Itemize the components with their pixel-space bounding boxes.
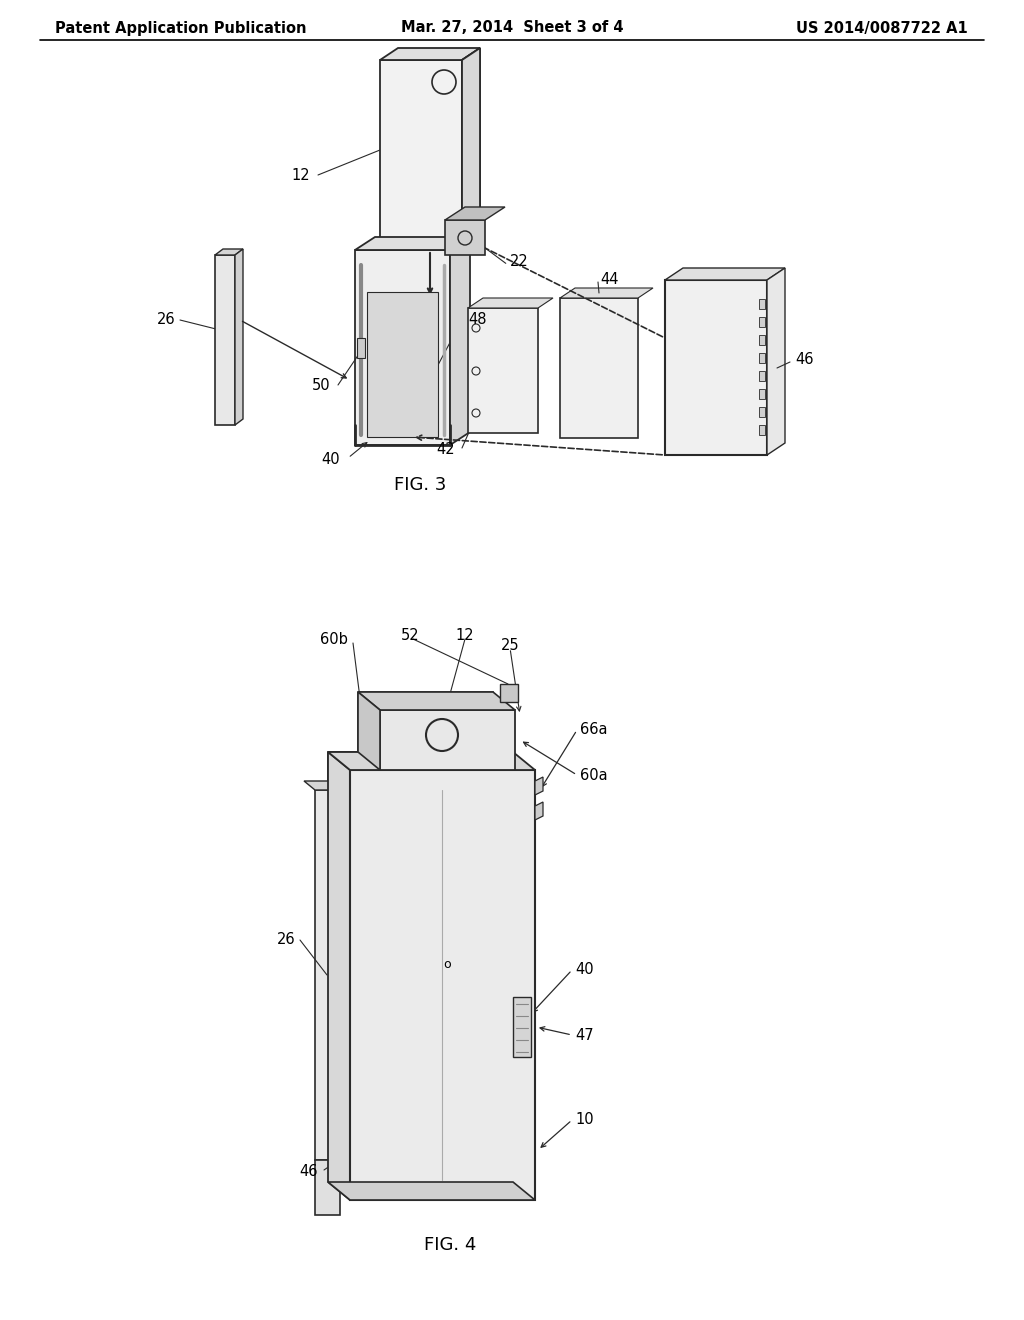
Polygon shape	[445, 220, 485, 255]
Text: FIG. 4: FIG. 4	[424, 1236, 476, 1254]
Polygon shape	[759, 300, 765, 309]
Polygon shape	[759, 389, 765, 399]
Polygon shape	[358, 692, 493, 752]
Text: 42: 42	[436, 442, 455, 458]
Text: 46: 46	[299, 1164, 318, 1180]
Polygon shape	[535, 777, 543, 795]
Polygon shape	[315, 1160, 340, 1214]
Text: 12: 12	[456, 627, 474, 643]
Polygon shape	[328, 752, 535, 770]
Text: 44: 44	[600, 272, 618, 288]
Text: 50: 50	[311, 378, 330, 392]
Text: 26: 26	[276, 932, 295, 948]
Polygon shape	[462, 48, 480, 240]
Text: 40: 40	[575, 962, 594, 978]
Polygon shape	[665, 268, 785, 280]
Text: 26: 26	[157, 313, 175, 327]
Polygon shape	[355, 249, 450, 445]
Text: 22: 22	[510, 255, 528, 269]
Polygon shape	[367, 292, 438, 437]
Polygon shape	[380, 59, 462, 240]
Polygon shape	[380, 48, 480, 59]
Polygon shape	[215, 255, 234, 425]
Polygon shape	[468, 308, 538, 433]
Polygon shape	[357, 338, 365, 358]
Polygon shape	[759, 352, 765, 363]
Text: 25: 25	[501, 638, 519, 652]
Polygon shape	[315, 789, 340, 1160]
Polygon shape	[380, 710, 515, 770]
Polygon shape	[767, 268, 785, 455]
Polygon shape	[759, 371, 765, 381]
Polygon shape	[450, 238, 470, 445]
Text: 60a: 60a	[580, 767, 607, 783]
Text: US 2014/0087722 A1: US 2014/0087722 A1	[797, 21, 968, 36]
Polygon shape	[462, 48, 480, 240]
Polygon shape	[215, 249, 243, 255]
Text: FIG. 3: FIG. 3	[394, 477, 446, 494]
Polygon shape	[350, 770, 535, 1200]
Text: 40: 40	[322, 453, 340, 467]
Text: 60b: 60b	[321, 632, 348, 648]
Polygon shape	[759, 317, 765, 327]
Text: 48: 48	[468, 313, 486, 327]
Text: o: o	[443, 958, 451, 972]
Polygon shape	[513, 997, 531, 1057]
Text: 10: 10	[575, 1113, 594, 1127]
Polygon shape	[759, 335, 765, 345]
Text: 66a: 66a	[580, 722, 607, 738]
Polygon shape	[328, 1181, 535, 1200]
Polygon shape	[358, 692, 380, 770]
Text: 47: 47	[575, 1027, 594, 1043]
Polygon shape	[759, 425, 765, 436]
Polygon shape	[304, 781, 340, 789]
Text: 52: 52	[400, 627, 419, 643]
Polygon shape	[500, 684, 518, 702]
Polygon shape	[328, 752, 513, 1181]
Polygon shape	[355, 238, 470, 249]
Polygon shape	[535, 803, 543, 820]
Polygon shape	[234, 249, 243, 425]
Polygon shape	[468, 298, 553, 308]
Polygon shape	[358, 692, 515, 710]
Polygon shape	[759, 407, 765, 417]
Text: 12: 12	[292, 168, 310, 182]
Polygon shape	[665, 280, 767, 455]
Text: Mar. 27, 2014  Sheet 3 of 4: Mar. 27, 2014 Sheet 3 of 4	[400, 21, 624, 36]
Text: Patent Application Publication: Patent Application Publication	[55, 21, 306, 36]
Polygon shape	[560, 288, 653, 298]
Polygon shape	[445, 207, 505, 220]
Polygon shape	[328, 752, 350, 1200]
Polygon shape	[560, 298, 638, 438]
Text: 46: 46	[795, 352, 813, 367]
